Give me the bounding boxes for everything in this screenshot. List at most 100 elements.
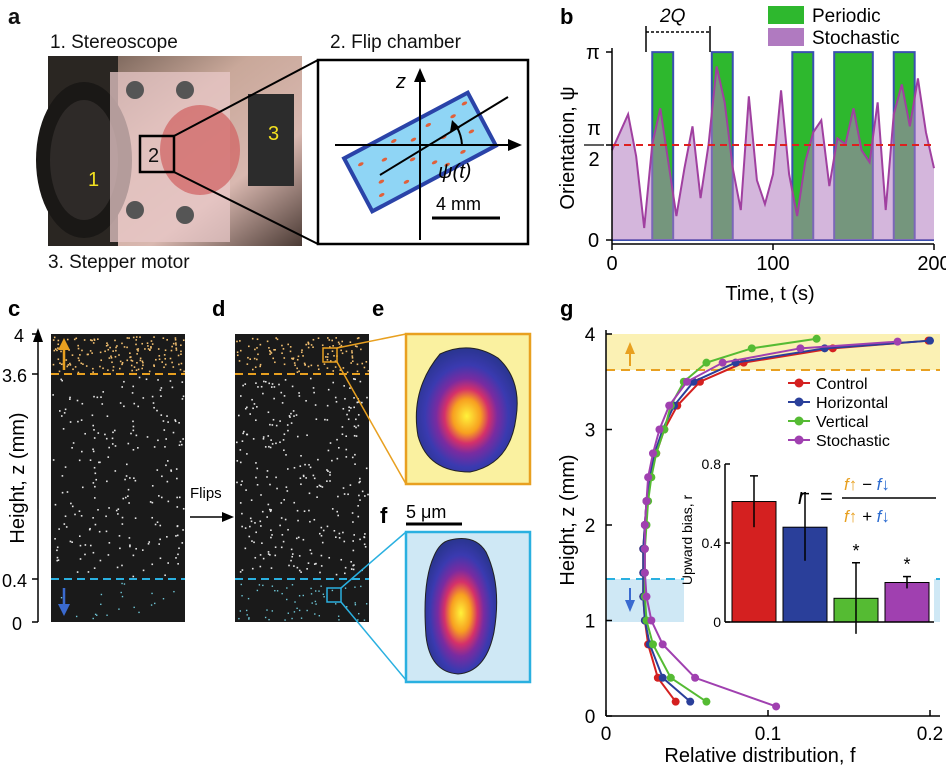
cell-dot [148,541,151,543]
cell-dot [129,477,131,479]
cell-dot [297,536,300,539]
scale-bar-label: 4 mm [436,194,481,214]
g-ytick: 3 [585,421,596,442]
cell-dot [296,607,298,610]
cell-dot [132,554,135,557]
cell-dot [354,463,356,465]
cell-dot [266,470,269,472]
cell-dot [312,474,315,477]
cell-dot [114,445,117,447]
cell-dot [172,342,175,345]
cell-dot [309,377,312,380]
cell-dot [351,351,353,354]
significance-asterisk: * [903,555,910,575]
cell-dot [280,391,283,394]
cell-dot [131,392,134,394]
cell-dot [306,568,308,570]
cell-dot [296,358,299,361]
cell-dot [89,459,92,461]
cell-dot [104,350,106,353]
panel-label-d: d [212,296,225,321]
cell-dot [60,415,63,417]
cell-dot [157,439,159,442]
cell-dot [71,354,74,356]
g-point [642,497,651,506]
cell-dot [252,368,254,371]
cell-dot [333,355,335,357]
cell-dot [279,420,281,422]
cell-dot [80,362,83,365]
zoom-line [173,59,319,137]
cell-dot [259,565,262,568]
cell-dot [85,365,88,367]
cell-dot [267,551,270,553]
cell-dot [56,546,59,549]
cell-dot [167,460,169,462]
cell-dot [129,352,131,355]
cell-dot [166,339,168,341]
cell-dot [123,583,126,585]
cell-dot [89,544,92,547]
cell-dot [120,591,122,594]
cell-dot [117,513,119,515]
cell-dot [350,560,352,563]
cell-dot [136,361,138,364]
cell-dot [132,385,135,388]
cell-dot [317,458,319,461]
cell-dot [81,450,83,453]
cell-dot [367,370,370,372]
cell-dot [258,584,261,586]
cell-dot [271,443,274,445]
cell-dot [298,569,301,572]
cell-dot [346,606,348,608]
cell-dot [334,360,337,362]
cell-dot [238,360,241,362]
cell-dot [180,362,183,365]
cell-dot [293,415,295,417]
cell-dot [321,541,324,544]
cell-dot [349,341,352,343]
cell-dot [273,348,275,351]
cell-dot [138,611,140,614]
cell-dot [170,470,173,472]
cell-dot [354,378,356,381]
cell-dot [299,465,302,467]
cell-dot [250,499,253,501]
cell-dot [64,515,67,518]
cell-dot [180,350,182,353]
inset-ytick: 0.4 [702,535,722,551]
legend-label: Vertical [816,414,868,431]
cell-dot [161,475,163,478]
cell-dot [361,490,364,493]
cell-dot [270,386,273,388]
cell-dot [357,337,360,339]
cell-dot [156,521,159,524]
cell-dot [284,518,287,521]
cell-dot [123,380,125,383]
cell-dot [65,526,68,528]
cell-dot [107,456,110,458]
cell-dot [288,415,291,417]
cell-dot [298,395,301,397]
cell-dot [337,615,340,617]
cell-dot [93,437,96,439]
cell-dot [338,532,341,535]
cell-dot [241,569,244,571]
cell-dot [350,407,352,409]
cell-dot [309,520,311,523]
cell-dot [354,586,356,588]
g-point [812,334,821,343]
cell-dot [100,593,103,596]
cell-dot [290,559,292,562]
cell-dot [182,529,184,531]
b-xtick: 200 [917,253,946,275]
g-point [648,640,657,649]
cell-dot [57,559,60,561]
cell-dot [180,353,182,356]
g-point [691,673,700,682]
cell-dot [92,482,95,484]
cell-dot [255,419,257,422]
cell-dot [273,386,276,388]
cell-dot [166,480,169,483]
cell-dot [318,615,321,617]
